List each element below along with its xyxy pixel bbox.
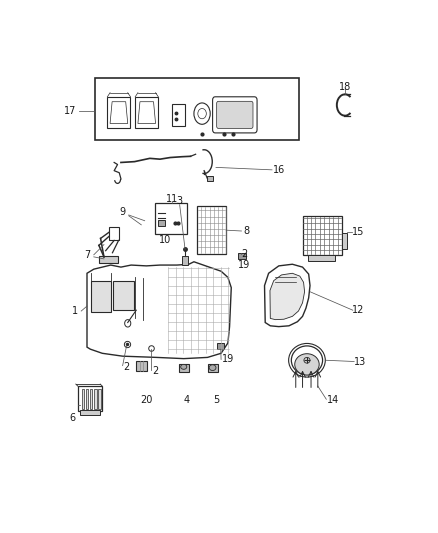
Text: 3: 3 bbox=[177, 197, 183, 206]
Bar bbox=[90, 389, 92, 409]
Bar bbox=[94, 389, 96, 409]
Bar bbox=[238, 253, 246, 260]
Bar bbox=[197, 206, 226, 254]
Bar bbox=[172, 104, 185, 126]
Text: 6: 6 bbox=[70, 413, 76, 423]
Bar bbox=[95, 78, 299, 140]
Text: 2: 2 bbox=[152, 366, 158, 376]
Bar bbox=[80, 410, 100, 415]
Text: 1: 1 bbox=[72, 306, 78, 316]
Bar bbox=[109, 227, 119, 240]
Bar bbox=[158, 220, 165, 226]
Text: 2: 2 bbox=[241, 249, 247, 259]
Text: 2: 2 bbox=[123, 362, 129, 372]
FancyBboxPatch shape bbox=[217, 101, 253, 128]
Text: 19: 19 bbox=[238, 260, 250, 270]
Polygon shape bbox=[270, 273, 304, 320]
Bar bbox=[113, 281, 134, 310]
Text: 8: 8 bbox=[244, 226, 250, 236]
Bar bbox=[303, 216, 342, 255]
Bar bbox=[86, 389, 88, 409]
Text: 19: 19 bbox=[222, 354, 234, 365]
Bar bbox=[207, 176, 213, 181]
Ellipse shape bbox=[209, 365, 216, 370]
Text: 20: 20 bbox=[140, 394, 152, 405]
Text: 12: 12 bbox=[352, 305, 365, 315]
Text: 13: 13 bbox=[354, 357, 366, 367]
Ellipse shape bbox=[181, 365, 187, 369]
Text: 5: 5 bbox=[213, 394, 219, 405]
Bar bbox=[78, 386, 102, 411]
Text: 14: 14 bbox=[327, 395, 339, 406]
Text: 7: 7 bbox=[84, 250, 90, 260]
Text: 18: 18 bbox=[339, 82, 351, 92]
Ellipse shape bbox=[295, 354, 319, 375]
Bar bbox=[217, 343, 224, 349]
Bar bbox=[98, 389, 101, 409]
Bar bbox=[135, 97, 158, 127]
Bar bbox=[342, 233, 346, 249]
Bar bbox=[107, 97, 131, 127]
Bar bbox=[82, 389, 84, 409]
Text: 16: 16 bbox=[273, 165, 285, 175]
Text: 17: 17 bbox=[64, 106, 76, 116]
Bar bbox=[182, 256, 188, 265]
Text: 11: 11 bbox=[166, 193, 178, 204]
Bar bbox=[208, 365, 218, 372]
Text: 10: 10 bbox=[159, 236, 171, 245]
Bar bbox=[99, 256, 117, 263]
Bar bbox=[307, 255, 335, 261]
Bar bbox=[179, 364, 189, 372]
Text: 15: 15 bbox=[352, 227, 365, 237]
Text: 4: 4 bbox=[184, 394, 190, 405]
Bar bbox=[155, 204, 187, 235]
Bar bbox=[136, 361, 147, 371]
Bar bbox=[91, 281, 111, 312]
Text: 9: 9 bbox=[119, 207, 125, 217]
